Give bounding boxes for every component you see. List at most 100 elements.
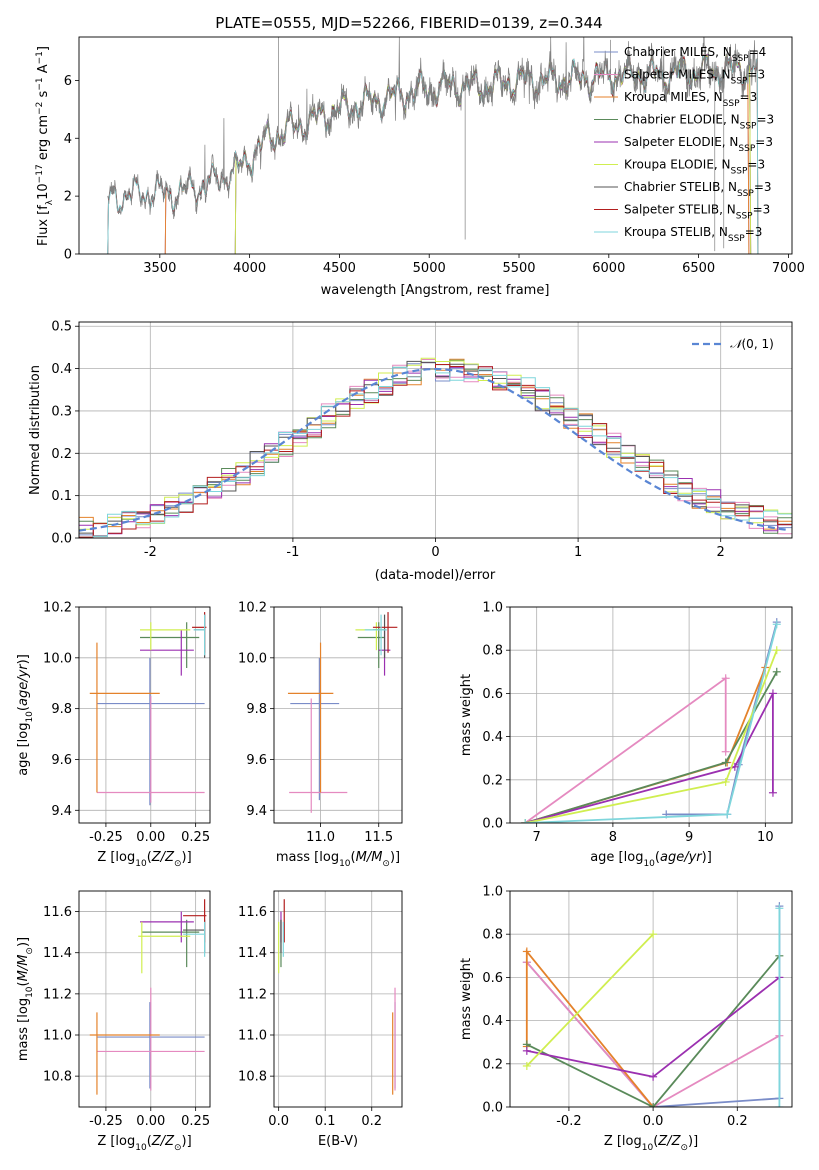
- series-line: [526, 933, 654, 1067]
- x-tick-label: 0.00: [136, 1114, 165, 1129]
- frame-massweight_vs_Z: [509, 890, 793, 1108]
- y-tick-label: 11.6: [43, 905, 72, 920]
- y-tick-label: 9.6: [51, 753, 72, 768]
- y-tick-label: 9.8: [51, 702, 72, 717]
- y-tick-label: 10.0: [43, 651, 72, 666]
- axes-spectrum: 3500 4000 4500 5000 5500 6000 6500 7000 0 2 4 6: [64, 74, 805, 276]
- y-tick-label: 10.2: [238, 601, 267, 616]
- axes-massweight_vs_Z: -0.2 0.0 0.2 0.0 0.2 0.4 0.6 0.8 1.0: [482, 885, 792, 1129]
- y-tick-label: 10.8: [43, 1070, 72, 1085]
- y-tick-label: 11.0: [43, 1029, 72, 1044]
- x-axis-label: mass [log10(M/M⊙)]: [276, 850, 400, 869]
- y-tick-label: 9.8: [246, 702, 267, 717]
- legend-label: Kroupa STELIB, NSSP=3: [624, 225, 762, 244]
- y-tick-label: 10.8: [238, 1070, 267, 1085]
- frame-residuals: [78, 321, 793, 539]
- x-tick-label: 11.0: [306, 830, 335, 845]
- x-tick-label: 0.00: [136, 830, 165, 845]
- y-tick-label: 0.1: [51, 489, 72, 504]
- x-tick-label: -0.25: [89, 1114, 123, 1129]
- y-tick-label: 11.2: [238, 987, 267, 1002]
- x-axis-label: age [log10(age/yr)]: [590, 850, 712, 869]
- x-tick-label: -0.25: [89, 830, 123, 845]
- y-tick-label: 0.6: [482, 971, 503, 986]
- series-line: [526, 955, 781, 1107]
- y-tick-label: 4: [64, 132, 72, 147]
- observed-spectrum-line: [107, 37, 759, 220]
- residual-histogram: [79, 366, 792, 538]
- x-tick-label: 10: [757, 830, 774, 845]
- frame-mass_vs_Z: [78, 890, 211, 1108]
- legend-label: Salpeter ELODIE, NSSP=3: [624, 135, 773, 154]
- y-tick-label: 0.4: [51, 362, 72, 377]
- legend-label: Salpeter MILES, NSSP=3: [624, 68, 765, 87]
- x-tick-label: 0.25: [181, 1114, 210, 1129]
- y-tick-label: 11.2: [43, 987, 72, 1002]
- y-tick-label: 0.6: [482, 687, 503, 702]
- y-tick-label: 11.4: [238, 946, 267, 961]
- y-tick-label: 11.6: [238, 905, 267, 920]
- legend: Chabrier MILES, NSSP=4 Salpeter MILES, NS…: [594, 45, 774, 244]
- legend-label: Salpeter STELIB, NSSP=3: [624, 203, 770, 222]
- frame-mass_vs_ebv: [273, 890, 403, 1108]
- x-tick-label: 0.25: [181, 830, 210, 845]
- y-axis-label: Flux [fλ10−17 erg cm−2 s−1 A−1]: [35, 46, 55, 246]
- x-tick-label: 6500: [682, 261, 715, 276]
- legend-label: Kroupa MILES, NSSP=3: [624, 90, 757, 109]
- y-tick-label: 0.2: [51, 447, 72, 462]
- y-tick-label: 0: [64, 248, 72, 263]
- x-tick-label: 4500: [323, 261, 356, 276]
- y-tick-label: 0.4: [482, 1014, 503, 1029]
- frame-spectrum: [78, 36, 793, 255]
- errorbars-age_vs_Z: [89, 612, 207, 806]
- series-line: [526, 961, 780, 1107]
- y-tick-label: 9.4: [51, 804, 72, 819]
- y-tick-label: 9.4: [246, 804, 267, 819]
- legend-label: Chabrier STELIB, NSSP=3: [624, 180, 772, 199]
- x-tick-label: 0.0: [268, 1114, 289, 1129]
- x-tick-label: 5000: [413, 261, 446, 276]
- axes-mass_vs_ebv: 0.0 0.1 0.2 10.8 11.0 11.2 11.4 11.6: [238, 891, 402, 1129]
- legend-label: 𝒩(0, 1): [730, 337, 774, 351]
- y-tick-label: 6: [64, 74, 72, 89]
- frame-massweight_vs_age: [509, 606, 793, 824]
- y-tick-label: 2: [64, 190, 72, 205]
- axes-mass_vs_Z: -0.25 0.00 0.25 10.8 11.0 11.2 11.4 11.6: [43, 891, 210, 1129]
- y-tick-label: 0.2: [482, 1057, 503, 1072]
- x-tick-label: 8: [609, 830, 617, 845]
- lines-massweight_vs_Z: [522, 902, 784, 1107]
- axes-massweight_vs_age: 7 8 9 10 0.0 0.2 0.4 0.6 0.8 1.0: [482, 601, 792, 845]
- errorbars-age_vs_mass: [287, 612, 398, 813]
- legend: 𝒩(0, 1): [692, 337, 774, 351]
- x-tick-label: 2: [717, 545, 725, 560]
- y-axis-label: age [log10(age/yr)]: [16, 654, 35, 776]
- series-line: [524, 676, 727, 823]
- y-tick-label: 0.0: [51, 532, 72, 547]
- x-axis-label: E(B-V): [318, 1134, 358, 1149]
- y-tick-label: 11.0: [238, 1029, 267, 1044]
- y-tick-label: 0.8: [482, 928, 503, 943]
- chart-title: PLATE=0555, MJD=52266, FIBERID=0139, z=0…: [215, 14, 602, 32]
- y-axis-label: Normed distribution: [28, 365, 43, 495]
- y-tick-label: 1.0: [482, 601, 503, 616]
- y-axis-label: mass weight: [459, 674, 474, 756]
- y-tick-label: 10.2: [43, 601, 72, 616]
- x-axis-label: Z [log10(Z/Z⊙)]: [97, 850, 191, 869]
- x-tick-label: 0.2: [361, 1114, 382, 1129]
- x-tick-label: 0.2: [727, 1114, 748, 1129]
- y-axis-label: mass [log10(M/M⊙)]: [16, 937, 35, 1061]
- y-tick-label: 0.3: [51, 404, 72, 419]
- series-line: [525, 948, 654, 1107]
- x-axis-label: wavelength [Angstrom, rest frame]: [321, 283, 550, 298]
- x-tick-label: -2: [144, 545, 157, 560]
- x-tick-label: 7: [533, 830, 541, 845]
- y-tick-label: 0.0: [482, 1101, 503, 1116]
- series-line: [524, 692, 774, 823]
- x-tick-label: 11.5: [364, 830, 393, 845]
- y-tick-label: 0.5: [51, 320, 72, 335]
- x-tick-label: 6000: [592, 261, 625, 276]
- legend-label: Chabrier MILES, NSSP=4: [624, 45, 766, 64]
- frame-age_vs_Z: [78, 606, 211, 824]
- x-tick-label: 9: [685, 830, 693, 845]
